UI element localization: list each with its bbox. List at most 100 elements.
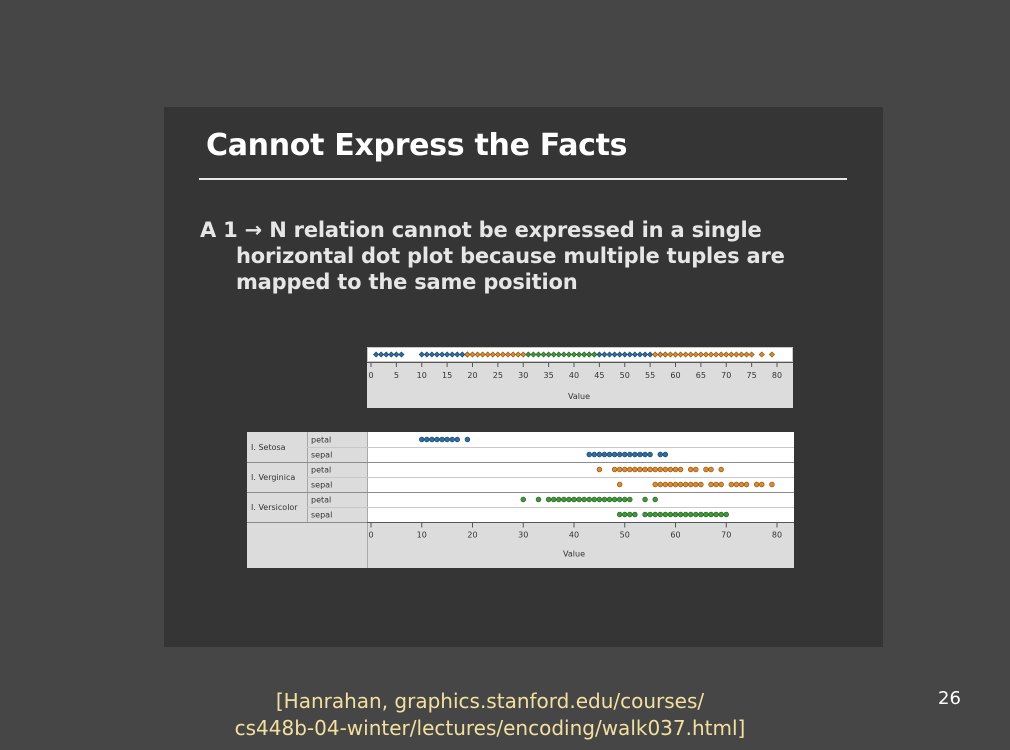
chart2-point-verginica — [652, 481, 658, 488]
chart1-tick-label: 60 — [670, 371, 680, 380]
chart1-point-versicolor — [555, 351, 562, 358]
chart2-point-versicolor — [551, 496, 557, 503]
chart2-tick-label: 60 — [670, 531, 680, 540]
chart1-point-setosa — [636, 351, 643, 358]
chart2-point-setosa — [434, 436, 440, 443]
chart2-point-verginica — [688, 481, 694, 488]
chart2-point-setosa — [439, 436, 445, 443]
chart2-point-versicolor — [576, 496, 582, 503]
chart2-measure-label: petal — [311, 436, 331, 445]
chart2-tick-label: 10 — [417, 531, 427, 540]
chart1-point-versicolor — [581, 351, 588, 358]
chart2-point-verginica — [657, 466, 663, 473]
chart1-point-setosa — [647, 351, 654, 358]
chart1-point-setosa — [398, 351, 405, 358]
chart2-point-setosa — [464, 436, 471, 443]
chart1-point-versicolor — [565, 351, 572, 358]
chart2-point-setosa — [449, 436, 455, 443]
chart1-point-verginica — [667, 351, 674, 358]
chart1-point-setosa — [428, 351, 435, 358]
chart2-point-verginica — [759, 481, 765, 488]
chart2-point-versicolor — [647, 511, 653, 518]
chart2-measure-label: sepal — [311, 511, 332, 520]
chart2-point-versicolor — [622, 511, 628, 518]
chart2-point-versicolor — [642, 511, 648, 518]
chart2-point-versicolor — [601, 496, 608, 503]
chart1-point-setosa — [444, 351, 451, 358]
chart1-point-verginica — [494, 351, 501, 358]
chart2-point-versicolor — [616, 511, 623, 518]
chart2-point-versicolor — [535, 496, 542, 503]
chart2-point-verginica — [622, 466, 628, 473]
chart1-tick-label: 15 — [442, 371, 452, 380]
chart2-point-verginica — [728, 481, 735, 488]
chart1-point-verginica — [464, 351, 471, 358]
chart2-point-verginica — [632, 466, 638, 473]
chart2-xlabel: Value — [563, 550, 585, 559]
chart2-point-setosa — [586, 451, 592, 458]
chart2-point-setosa — [606, 451, 613, 458]
chart1-point-verginica — [713, 351, 720, 358]
chart2-point-verginica — [647, 466, 653, 473]
chart1-tick-label: 10 — [417, 371, 427, 380]
chart2-point-versicolor — [627, 496, 633, 503]
chart2-measure-label: petal — [311, 496, 331, 505]
chart1-point-versicolor — [525, 351, 532, 358]
chart2-point-versicolor — [657, 511, 663, 518]
chart2-point-versicolor — [677, 511, 684, 518]
title-divider — [199, 178, 847, 180]
chart2-tick-label: 30 — [518, 531, 528, 540]
citation-line-1: [Hanrahan, graphics.stanford.edu/courses… — [275, 689, 705, 713]
chart2-point-verginica — [657, 481, 663, 488]
chart2-point-versicolor — [581, 496, 587, 503]
chart2-tick-label: 20 — [467, 531, 477, 540]
chart1-point-verginica — [499, 351, 506, 358]
chart1-tick-label: 0 — [368, 371, 373, 380]
chart2-tick-label: 70 — [721, 531, 731, 540]
chart2-point-verginica — [693, 466, 699, 473]
chart2-point-verginica — [688, 466, 694, 473]
chart1-tick-label: 65 — [696, 371, 706, 380]
chart2-point-versicolor — [632, 511, 638, 518]
chart2-point-verginica — [637, 466, 643, 473]
chart2-point-versicolor — [520, 496, 526, 503]
chart1-point-setosa — [378, 351, 385, 358]
chart2-point-verginica — [672, 481, 679, 488]
chart1-tick-label: 80 — [772, 371, 782, 380]
chart2-point-setosa — [647, 451, 653, 458]
chart1-point-verginica — [718, 351, 725, 358]
chart2-point-versicolor — [622, 496, 628, 503]
chart1-point-setosa — [616, 351, 623, 358]
chart2-point-versicolor — [708, 511, 714, 518]
chart2-point-versicolor — [606, 496, 613, 503]
bullet-line-2: horizontal dot plot because multiple tup… — [236, 244, 785, 268]
chart1-point-setosa — [388, 351, 395, 358]
chart1-tick-label: 55 — [645, 371, 655, 380]
single-dot-plot: 0 5 10 15 20 25 30 35 40 45 50 55 60 65 70 75 80 Value — [367, 347, 793, 408]
chart2-point-verginica — [743, 481, 750, 488]
chart1-point-versicolor — [535, 351, 542, 358]
chart2-point-verginica — [693, 481, 699, 488]
chart1-point-versicolor — [591, 351, 598, 358]
chart2-point-setosa — [454, 436, 460, 443]
chart2-point-verginica — [662, 481, 669, 488]
chart2-point-verginica — [677, 466, 684, 473]
chart2-point-versicolor — [642, 496, 648, 503]
chart2-point-verginica — [616, 466, 623, 473]
chart1-point-versicolor — [550, 351, 557, 358]
chart2-point-versicolor — [596, 496, 603, 503]
chart1-point-verginica — [743, 351, 750, 358]
chart2-tick-label: 0 — [368, 531, 373, 540]
chart1-point-verginica — [474, 351, 481, 358]
chart1-point-verginica — [520, 351, 527, 358]
chart2-measure-label: petal — [311, 466, 331, 475]
chart1-point-verginica — [687, 351, 694, 358]
chart1-point-setosa — [439, 351, 446, 358]
chart1-tick-label: 5 — [394, 371, 399, 380]
bullet-line-1: A 1 → N relation cannot be expressed in … — [200, 218, 762, 242]
chart2-point-versicolor — [616, 496, 623, 503]
chart2-tick-label: 50 — [620, 531, 630, 540]
chart1-tick-label: 25 — [493, 371, 503, 380]
chart1-tick-label: 75 — [747, 371, 757, 380]
chart2-point-versicolor — [682, 511, 689, 518]
